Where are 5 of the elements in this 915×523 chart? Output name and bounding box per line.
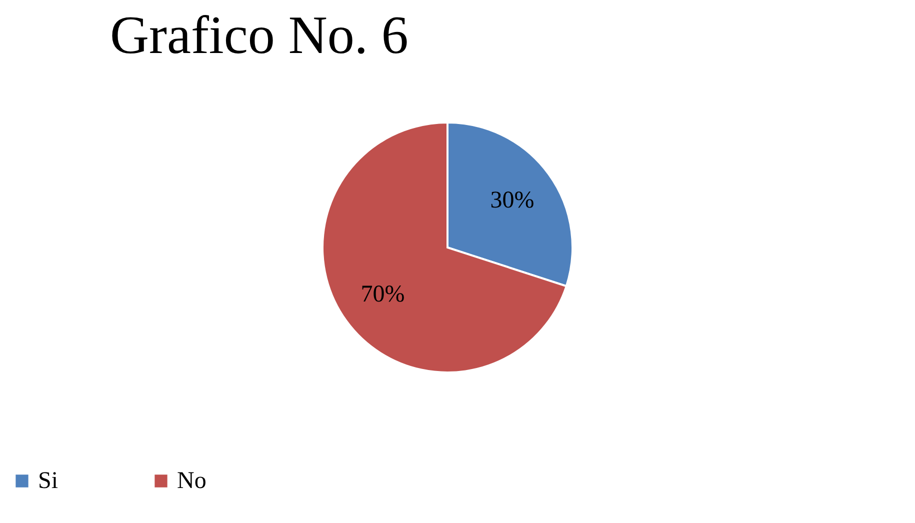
chart-title: Grafico No. 6 bbox=[110, 5, 408, 65]
legend-label: No bbox=[177, 468, 206, 494]
data-label: 70% bbox=[360, 282, 405, 308]
data-label: 30% bbox=[490, 187, 534, 214]
legend-label: Si bbox=[38, 468, 58, 494]
